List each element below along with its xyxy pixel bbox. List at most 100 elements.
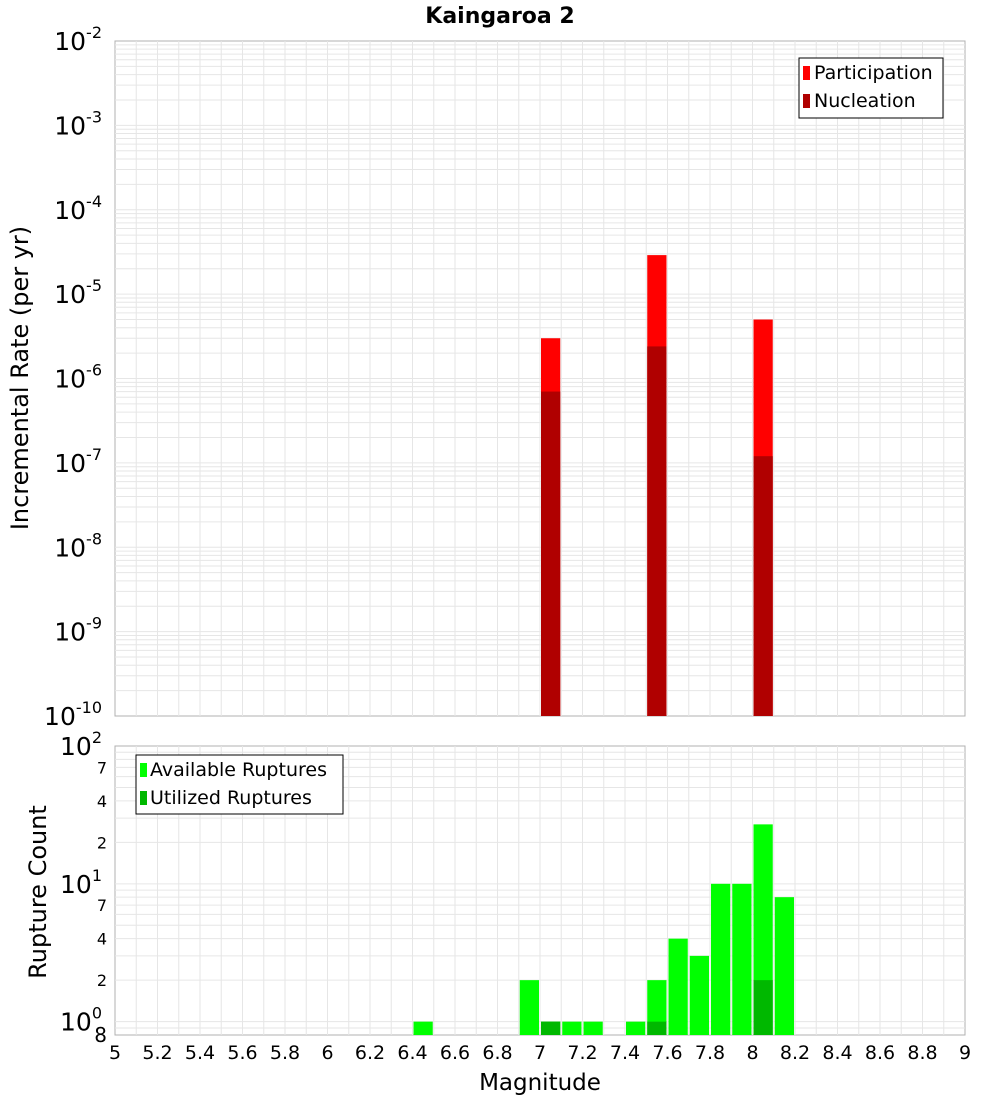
rate-y-tick-label: 10-3 bbox=[54, 107, 102, 140]
count-bars bbox=[413, 824, 794, 1035]
tick-exponent: 2 bbox=[92, 728, 102, 747]
tick-base: 10 bbox=[54, 280, 86, 309]
x-tick-label: 9 bbox=[959, 1042, 971, 1064]
count-bar-available-ruptures bbox=[732, 883, 752, 1035]
x-tick-label: 8 bbox=[746, 1042, 758, 1064]
count-bar-available-ruptures bbox=[413, 1021, 433, 1035]
legend-label-nucleation: Nucleation bbox=[814, 90, 916, 112]
tick-exponent: -3 bbox=[86, 107, 102, 126]
legend-label-available: Available Ruptures bbox=[150, 759, 327, 781]
count-y-minor-tick-label: 4 bbox=[97, 930, 107, 949]
rate-legend: Participation Nucleation bbox=[798, 57, 944, 119]
count-y-minor-tick-label: 2 bbox=[97, 971, 107, 990]
count-bar-available-ruptures bbox=[583, 1021, 603, 1035]
x-tick-label: 7 bbox=[534, 1042, 546, 1064]
x-tick-label: 5 bbox=[109, 1042, 121, 1064]
count-y-tick-label: 101 bbox=[60, 866, 102, 899]
count-bar-available-ruptures bbox=[626, 1021, 646, 1035]
tick-base: 10 bbox=[44, 702, 76, 731]
count-bar-available-ruptures bbox=[774, 897, 794, 1035]
legend-label-utilized: Utilized Ruptures bbox=[150, 787, 312, 809]
tick-base: 10 bbox=[54, 365, 86, 394]
count-bar-utilized-ruptures bbox=[541, 1021, 561, 1035]
count-bar-available-ruptures bbox=[562, 1021, 582, 1035]
count-y-tick-label: 100 bbox=[60, 1004, 102, 1037]
tick-exponent: -6 bbox=[86, 361, 102, 380]
rate-y-tick-label: 10-10 bbox=[44, 698, 102, 731]
count-y-minor-tick-label: 8 bbox=[94, 1023, 107, 1047]
tick-base: 10 bbox=[54, 618, 86, 647]
count-bar-available-ruptures bbox=[519, 980, 539, 1035]
count-bar-available-ruptures bbox=[689, 955, 709, 1035]
count-bar-utilized-ruptures bbox=[753, 980, 773, 1035]
rate-y-tick-label: 10-8 bbox=[54, 529, 102, 562]
tick-exponent: 0 bbox=[92, 1004, 102, 1023]
count-bar-available-ruptures bbox=[711, 883, 731, 1035]
tick-exponent: -10 bbox=[76, 698, 102, 717]
rate-y-tick-label: 10-2 bbox=[54, 23, 102, 56]
rate-bar-nucleation bbox=[647, 346, 667, 716]
tick-base: 10 bbox=[54, 449, 86, 478]
rate-y-tick-label: 10-7 bbox=[54, 445, 102, 478]
count-legend-box bbox=[135, 754, 344, 815]
rate-y-tick-label: 10-6 bbox=[54, 361, 102, 394]
legend-label-participation: Participation bbox=[814, 62, 933, 84]
chart-title: Kaingaroa 2 bbox=[425, 4, 574, 29]
x-tick-label: 8.4 bbox=[822, 1042, 852, 1064]
x-tick-labels: 5 5.2 5.4 5.6 5.8 6 6.2 6.4 6.6 6.8 7 7.2 7.4 7.6 7.8 8… bbox=[109, 1042, 971, 1064]
tick-base: 10 bbox=[60, 732, 92, 761]
tick-base: 10 bbox=[54, 533, 86, 562]
count-bar-available-ruptures bbox=[668, 938, 688, 1035]
count-y-minor-tick-label: 4 bbox=[97, 792, 107, 811]
legend-swatch-available bbox=[140, 763, 147, 777]
count-legend: Available Ruptures Utilized Ruptures bbox=[135, 754, 344, 815]
legend-swatch-nucleation bbox=[803, 94, 810, 108]
count-y-tick-label: 102 bbox=[60, 728, 102, 761]
rate-bars bbox=[541, 255, 773, 716]
tick-exponent: -2 bbox=[86, 23, 102, 42]
legend-swatch-utilized bbox=[140, 791, 147, 805]
rate-legend-box bbox=[798, 57, 944, 119]
tick-base: 10 bbox=[54, 27, 86, 56]
x-tick-label: 5.2 bbox=[142, 1042, 172, 1064]
x-tick-label: 5.4 bbox=[185, 1042, 215, 1064]
legend-swatch-participation bbox=[803, 66, 810, 80]
rate-gridlines bbox=[115, 41, 965, 716]
tick-base: 10 bbox=[54, 111, 86, 140]
count-y-minor-tick-label: 7 bbox=[97, 758, 107, 777]
rate-y-tick-label: 10-5 bbox=[54, 276, 102, 309]
x-tick-label: 7.6 bbox=[652, 1042, 682, 1064]
tick-exponent: -7 bbox=[86, 445, 102, 464]
count-bar-available-ruptures bbox=[647, 980, 667, 1035]
rate-bar-nucleation bbox=[541, 391, 561, 716]
x-tick-label: 6.4 bbox=[397, 1042, 427, 1064]
x-tick-label: 6.6 bbox=[440, 1042, 470, 1064]
x-tick-label: 6.2 bbox=[355, 1042, 385, 1064]
rate-bar-nucleation bbox=[753, 456, 773, 716]
x-tick-label: 5.8 bbox=[270, 1042, 300, 1064]
tick-exponent: -4 bbox=[86, 192, 102, 211]
tick-exponent: -8 bbox=[86, 529, 102, 548]
count-y-minor-tick-label: 7 bbox=[97, 896, 107, 915]
count-bar-utilized-ruptures bbox=[647, 1021, 667, 1035]
x-axis-label: Magnitude bbox=[479, 1070, 601, 1096]
tick-base: 10 bbox=[60, 870, 92, 899]
rate-y-tick-label: 10-4 bbox=[54, 192, 102, 225]
x-tick-label: 8.8 bbox=[907, 1042, 937, 1064]
x-tick-label: 5.6 bbox=[227, 1042, 257, 1064]
count-y-minor-tick-label: 2 bbox=[97, 833, 107, 852]
count-y-axis-label: Rupture Count bbox=[24, 805, 52, 979]
tick-exponent: -5 bbox=[86, 276, 102, 295]
tick-exponent: 1 bbox=[92, 866, 102, 885]
tick-exponent: -9 bbox=[86, 614, 102, 633]
x-tick-label: 8.2 bbox=[780, 1042, 810, 1064]
x-tick-label: 7.8 bbox=[695, 1042, 725, 1064]
rate-y-tick-label: 10-9 bbox=[54, 614, 102, 647]
x-tick-label: 6 bbox=[321, 1042, 333, 1064]
x-tick-label: 8.6 bbox=[865, 1042, 895, 1064]
rate-y-tick-labels: 10-210-310-410-510-610-710-810-910-10 bbox=[44, 23, 102, 731]
tick-base: 10 bbox=[60, 1008, 92, 1037]
tick-base: 10 bbox=[54, 196, 86, 225]
